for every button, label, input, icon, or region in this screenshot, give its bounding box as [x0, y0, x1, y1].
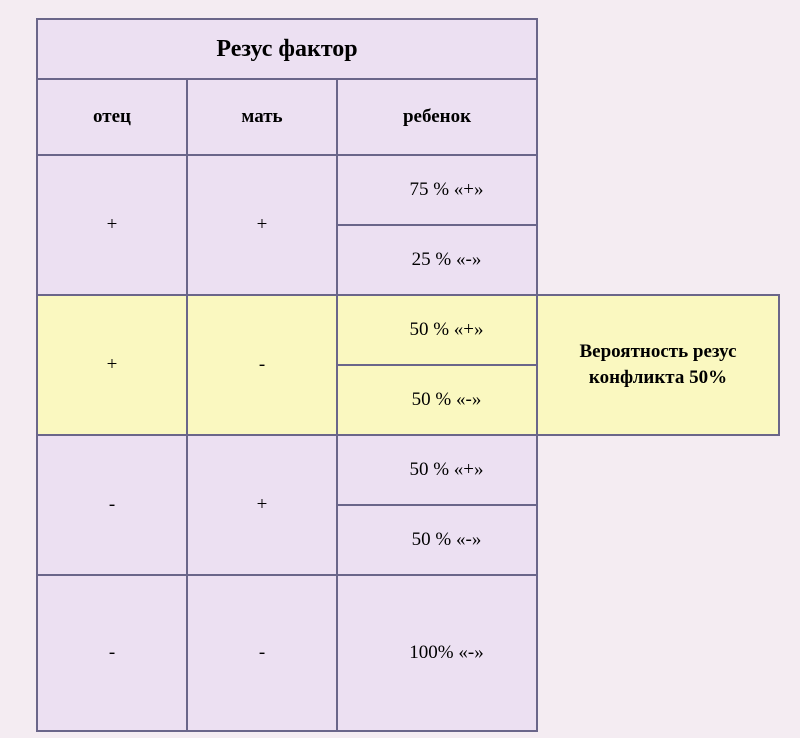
- table-container: Резус фактор отец мать ребенок + + 75 % …: [0, 0, 800, 732]
- child-cell: 75 % «+»: [337, 155, 537, 225]
- table-row: - - 100% «-»: [37, 575, 779, 731]
- table-row: - + 50 % «+»: [37, 435, 779, 505]
- spacer: [537, 19, 779, 79]
- col-mother-header: мать: [187, 79, 337, 155]
- child-cell: 100% «-»: [337, 575, 537, 731]
- mother-cell: -: [187, 575, 337, 731]
- col-father-header: отец: [37, 79, 187, 155]
- mother-cell: +: [187, 155, 337, 295]
- child-cell: 50 % «+»: [337, 435, 537, 505]
- rh-factor-table: Резус фактор отец мать ребенок + + 75 % …: [36, 18, 780, 732]
- table-title: Резус фактор: [37, 19, 537, 79]
- father-cell: +: [37, 155, 187, 295]
- spacer: [537, 575, 779, 731]
- child-cell: 25 % «-»: [337, 225, 537, 295]
- spacer: [537, 155, 779, 295]
- child-cell: 50 % «-»: [337, 505, 537, 575]
- child-cell: 50 % «-»: [337, 365, 537, 435]
- father-cell: -: [37, 435, 187, 575]
- father-cell: -: [37, 575, 187, 731]
- title-row: Резус фактор: [37, 19, 779, 79]
- spacer: [537, 435, 779, 575]
- father-cell: +: [37, 295, 187, 435]
- header-row: отец мать ребенок: [37, 79, 779, 155]
- table-row: + - 50 % «+» Вероятность резус конфликта…: [37, 295, 779, 365]
- child-cell: 50 % «+»: [337, 295, 537, 365]
- mother-cell: +: [187, 435, 337, 575]
- conflict-note: Вероятность резус конфликта 50%: [537, 295, 779, 435]
- spacer: [537, 79, 779, 155]
- table-row: + + 75 % «+»: [37, 155, 779, 225]
- col-child-header: ребенок: [337, 79, 537, 155]
- mother-cell: -: [187, 295, 337, 435]
